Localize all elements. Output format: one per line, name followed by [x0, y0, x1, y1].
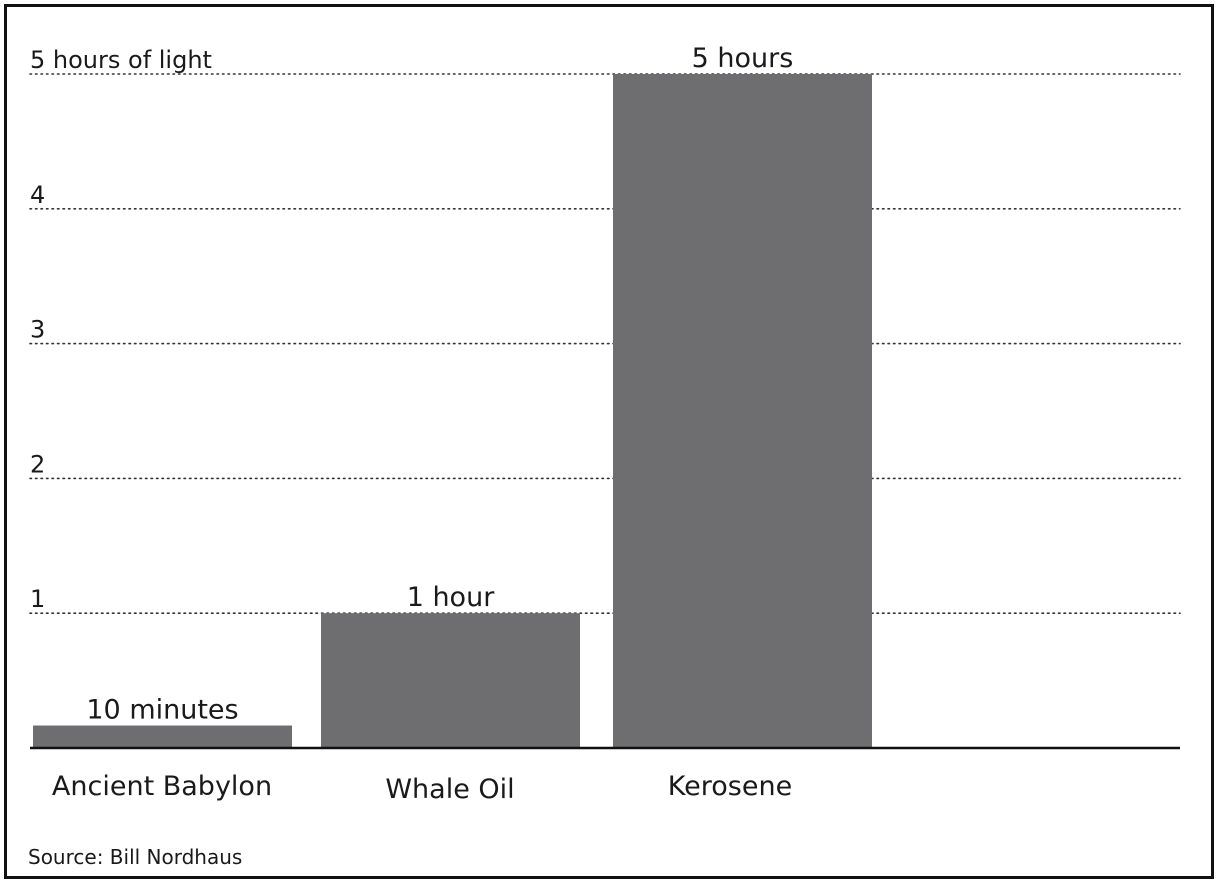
value-label: 10 minutes: [86, 695, 238, 726]
y-tick-label: 3: [30, 316, 45, 344]
category-label: Kerosene: [668, 771, 792, 802]
y-tick-label: 1: [30, 585, 45, 613]
source-note: Source: Bill Nordhaus: [28, 845, 242, 869]
bar-whale-oil: [321, 613, 580, 748]
value-label: 5 hours: [692, 43, 794, 74]
value-label: 1 hour: [407, 582, 496, 613]
y-tick-label: 5 hours of light: [30, 46, 212, 74]
bar-ancient-babylon: [33, 725, 292, 748]
bar-kerosene: [613, 74, 872, 748]
y-tick-label: 2: [30, 450, 45, 478]
category-label: Whale Oil: [385, 774, 514, 805]
category-label: Ancient Babylon: [52, 771, 272, 802]
gridlines: [29, 73, 1181, 615]
bars: [33, 74, 872, 748]
y-tick-label: 4: [30, 181, 45, 209]
labels: 1 2 3 4 5 hours of light 10 minutes Ancient Ba…: [30, 43, 793, 805]
